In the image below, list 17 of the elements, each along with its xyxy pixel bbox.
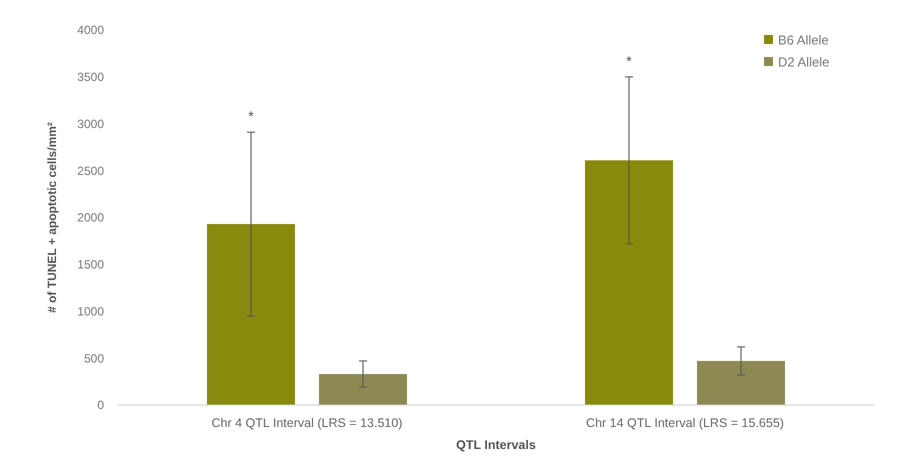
legend-label: D2 Allele — [778, 54, 830, 70]
y-tick-label: 3500 — [77, 70, 104, 84]
legend-label: B6 Allele — [778, 32, 829, 48]
y-tick-label: 0 — [97, 398, 104, 412]
y-tick-label: 500 — [84, 351, 104, 366]
annotation: * — [248, 108, 254, 124]
x-tick-label: Chr 14 QTL Interval (LRS = 15.655) — [586, 416, 784, 430]
x-axis-title: QTL Intervals — [456, 438, 536, 452]
y-tick-label: 2000 — [77, 210, 104, 225]
x-tick-label: Chr 4 QTL Interval (LRS = 13.510) — [212, 416, 402, 430]
y-tick-label: 1500 — [77, 258, 104, 272]
y-axis-title: # of TUNEL + apoptotic cells/mm² — [45, 122, 59, 313]
y-tick-label: 2500 — [77, 164, 104, 178]
y-tick-label: 3000 — [77, 116, 104, 131]
annotation: * — [626, 52, 632, 69]
y-tick-label: 4000 — [77, 23, 104, 38]
y-tick-label: 1000 — [77, 304, 104, 318]
